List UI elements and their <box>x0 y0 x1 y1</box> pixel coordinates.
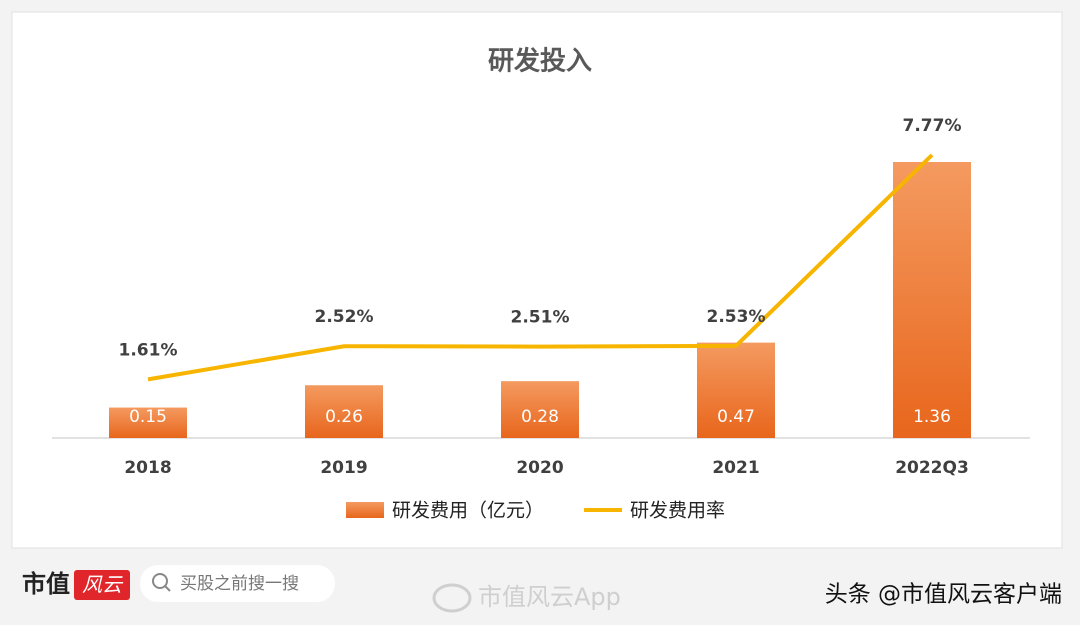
legend-swatch <box>346 502 384 518</box>
line <box>147 153 934 382</box>
x-tick-label: 2020 <box>516 458 563 478</box>
bar-value-label: 0.47 <box>717 407 755 427</box>
chart: 研发投入 2018 2019 2020 2021 2022Q3 0.15 0.26 0.28 0… <box>52 46 1030 522</box>
bar <box>501 381 579 438</box>
line-value-label: 1.61% <box>119 340 178 360</box>
search-icon-handle <box>164 585 171 592</box>
bar <box>697 342 775 438</box>
legend-label: 研发费用（亿元） <box>392 500 544 522</box>
x-tick-label: 2019 <box>320 458 367 478</box>
chart-title: 研发投入 <box>488 46 592 77</box>
credit: 头条 @市值风云客户端 <box>825 582 1062 608</box>
line-value-label: 2.51% <box>511 308 570 328</box>
bar-value-label: 0.26 <box>325 407 363 427</box>
line-value-label: 2.53% <box>707 307 766 327</box>
logo-mark: 风云 <box>82 573 124 597</box>
logo-mark-box <box>74 570 130 600</box>
bar <box>305 385 383 438</box>
watermark: 市值风云App <box>478 583 621 611</box>
search-box[interactable] <box>140 565 335 602</box>
line-value-label: 7.77% <box>903 116 962 136</box>
x-tick-label: 2022Q3 <box>895 458 969 478</box>
footer: 市值 风云 买股之前搜一搜 市值风云App 头条 @市值风云客户端 <box>22 565 1062 613</box>
logo: 市值 <box>22 570 70 598</box>
legend-label: 研发费用率 <box>630 500 725 522</box>
bar <box>893 162 971 438</box>
x-tick-label: 2018 <box>124 458 171 478</box>
line-value-label: 2.52% <box>315 307 374 327</box>
bar-value-label: 0.28 <box>521 407 559 427</box>
search-icon <box>152 573 168 589</box>
x-tick-label: 2021 <box>712 458 759 478</box>
weibo-icon <box>432 583 472 613</box>
bar <box>109 407 187 438</box>
chart-card <box>11 11 1063 549</box>
bar-value-label: 1.36 <box>913 407 951 427</box>
search-placeholder: 买股之前搜一搜 <box>180 574 299 594</box>
bar-value-label: 0.15 <box>129 407 167 427</box>
